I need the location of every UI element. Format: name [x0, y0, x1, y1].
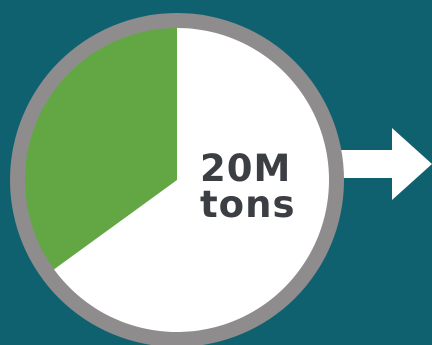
- pie-slice-0: [25, 28, 178, 270]
- arrow-right-icon: [300, 128, 432, 200]
- center-label-value: 20M: [200, 147, 292, 190]
- pie-slices: [25, 28, 329, 332]
- center-label-unit: tons: [200, 183, 296, 226]
- pie-slice-1: [54, 28, 329, 332]
- center-label: 20M tons: [200, 147, 296, 226]
